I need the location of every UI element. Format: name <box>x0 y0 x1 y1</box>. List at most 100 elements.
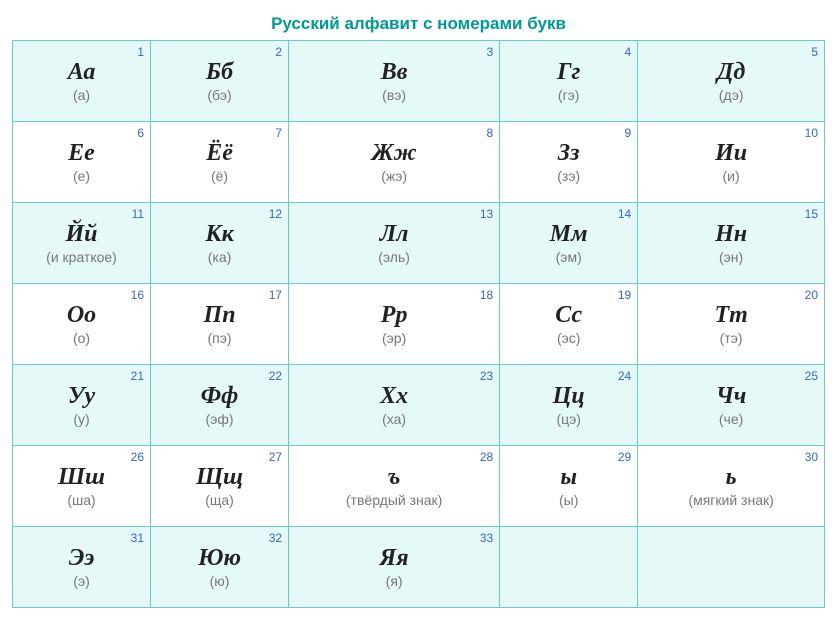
letter-pronunciation: (ы) <box>500 492 637 508</box>
letter-number: 10 <box>805 126 818 140</box>
letter-cell: 16Оо(о) <box>13 284 151 365</box>
letter-pronunciation: (зэ) <box>500 168 637 184</box>
letter-glyph: Яя <box>289 545 499 571</box>
letter-cell: 26Шш(ша) <box>13 446 151 527</box>
letter-number: 1 <box>137 45 144 59</box>
letter-pronunciation: (е) <box>13 168 150 184</box>
letter-cell: 22Фф(эф) <box>151 365 289 446</box>
letter-pronunciation: (эн) <box>638 249 824 265</box>
letter-cell: 15Нн(эн) <box>638 203 825 284</box>
table-row: 21Уу(у)22Фф(эф)23Хх(ха)24Цц(цэ)25Чч(че) <box>13 365 825 446</box>
letter-pronunciation: (тэ) <box>638 330 824 346</box>
letter-number: 4 <box>625 45 632 59</box>
letter-cell: 19Сс(эс) <box>500 284 638 365</box>
table-row: 16Оо(о)17Пп(пэ)18Рр(эр)19Сс(эс)20Тт(тэ) <box>13 284 825 365</box>
letter-cell: 17Пп(пэ) <box>151 284 289 365</box>
letter-cell: 5Дд(дэ) <box>638 41 825 122</box>
letter-glyph: Ёё <box>151 140 288 166</box>
letter-pronunciation: (бэ) <box>151 87 288 103</box>
letter-glyph: Бб <box>151 59 288 85</box>
letter-glyph: Цц <box>500 383 637 409</box>
letter-glyph: Зз <box>500 140 637 166</box>
letter-number: 15 <box>805 207 818 221</box>
letter-pronunciation: (вэ) <box>289 87 499 103</box>
letter-pronunciation: (а) <box>13 87 150 103</box>
letter-pronunciation: (ё) <box>151 168 288 184</box>
letter-cell: 11Йй(и краткое) <box>13 203 151 284</box>
alphabet-tbody: 1Аа(а)2Бб(бэ)3Вв(вэ)4Гг(гэ)5Дд(дэ)6Ее(е)… <box>13 41 825 608</box>
letter-number: 19 <box>618 288 631 302</box>
letter-number: 27 <box>269 450 282 464</box>
letter-number: 24 <box>618 369 631 383</box>
letter-number: 8 <box>486 126 493 140</box>
letter-cell: 10Ии(и) <box>638 122 825 203</box>
letter-number: 2 <box>275 45 282 59</box>
letter-number: 21 <box>131 369 144 383</box>
letter-cell: 3Вв(вэ) <box>289 41 500 122</box>
letter-pronunciation: (эль) <box>289 249 499 265</box>
table-row: 26Шш(ша)27Щщ(ща)28ъ(твёрдый знак)29ы(ы)3… <box>13 446 825 527</box>
letter-number: 12 <box>269 207 282 221</box>
letter-pronunciation: (ша) <box>13 492 150 508</box>
letter-glyph: Мм <box>500 221 637 247</box>
letter-cell: 7Ёё(ё) <box>151 122 289 203</box>
letter-cell: 2Бб (бэ) <box>151 41 289 122</box>
letter-cell: 13Лл (эль) <box>289 203 500 284</box>
letter-glyph: Лл <box>289 221 499 247</box>
letter-glyph: Йй <box>13 221 150 247</box>
letter-pronunciation: (че) <box>638 411 824 427</box>
letter-number: 20 <box>805 288 818 302</box>
letter-number: 13 <box>480 207 493 221</box>
letter-cell: 14Мм(эм) <box>500 203 638 284</box>
letter-cell: 4Гг(гэ) <box>500 41 638 122</box>
letter-pronunciation: (и) <box>638 168 824 184</box>
letter-cell: 6Ее(е) <box>13 122 151 203</box>
empty-cell <box>638 527 825 608</box>
table-row: 1Аа(а)2Бб(бэ)3Вв(вэ)4Гг(гэ)5Дд(дэ) <box>13 41 825 122</box>
letter-glyph: Гг <box>500 59 637 85</box>
letter-glyph: Ээ <box>13 545 150 571</box>
letter-pronunciation: (я) <box>289 573 499 589</box>
letter-number: 28 <box>480 450 493 464</box>
letter-pronunciation: (и краткое) <box>13 249 150 265</box>
letter-pronunciation: (жэ) <box>289 168 499 184</box>
letter-number: 5 <box>811 45 818 59</box>
letter-pronunciation: (твёрдый знак) <box>289 492 499 508</box>
letter-pronunciation: (цэ) <box>500 411 637 427</box>
letter-cell: 8Жж (жэ) <box>289 122 500 203</box>
page-title: Русский алфавит с номерами букв <box>12 14 825 34</box>
letter-number: 25 <box>805 369 818 383</box>
letter-glyph: Кк <box>151 221 288 247</box>
letter-glyph: Жж <box>289 140 499 166</box>
letter-pronunciation: (дэ) <box>638 87 824 103</box>
letter-cell: 23Хх(ха) <box>289 365 500 446</box>
letter-number: 22 <box>269 369 282 383</box>
table-row: 31Ээ(э)32Юю(ю)33Яя(я) <box>13 527 825 608</box>
letter-cell: 24Цц (цэ) <box>500 365 638 446</box>
letter-cell: 31Ээ(э) <box>13 527 151 608</box>
letter-glyph: ь <box>638 464 824 490</box>
letter-glyph: Фф <box>151 383 288 409</box>
alphabet-table: 1Аа(а)2Бб(бэ)3Вв(вэ)4Гг(гэ)5Дд(дэ)6Ее(е)… <box>12 40 825 608</box>
letter-glyph: Вв <box>289 59 499 85</box>
letter-cell: 1Аа(а) <box>13 41 151 122</box>
letter-pronunciation: (мягкий знак) <box>638 492 824 508</box>
letter-pronunciation: (эс) <box>500 330 637 346</box>
letter-glyph: Тт <box>638 302 824 328</box>
letter-glyph: ы <box>500 464 637 490</box>
letter-cell: 9Зз (зэ) <box>500 122 638 203</box>
letter-pronunciation: (ща) <box>151 492 288 508</box>
letter-glyph: Щщ <box>151 464 288 490</box>
letter-number: 9 <box>625 126 632 140</box>
letter-pronunciation: (о) <box>13 330 150 346</box>
letter-cell: 27Щщ (ща) <box>151 446 289 527</box>
letter-number: 16 <box>131 288 144 302</box>
letter-pronunciation: (ха) <box>289 411 499 427</box>
letter-number: 17 <box>269 288 282 302</box>
letter-number: 26 <box>131 450 144 464</box>
letter-number: 30 <box>805 450 818 464</box>
letter-number: 31 <box>131 531 144 545</box>
alphabet-card: Русский алфавит с номерами букв 1Аа(а)2Б… <box>0 0 837 638</box>
empty-cell <box>500 527 638 608</box>
letter-number: 6 <box>137 126 144 140</box>
